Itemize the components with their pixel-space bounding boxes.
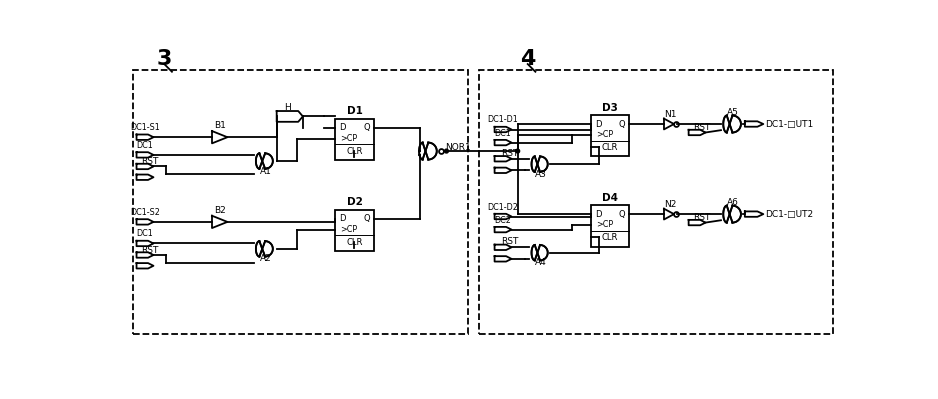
Text: DC1: DC1 bbox=[494, 128, 511, 138]
Text: >CP: >CP bbox=[340, 134, 357, 143]
Polygon shape bbox=[419, 142, 437, 160]
Text: DC2: DC2 bbox=[494, 215, 511, 225]
Polygon shape bbox=[277, 111, 303, 122]
Polygon shape bbox=[688, 220, 705, 225]
Text: N2: N2 bbox=[664, 200, 676, 209]
Polygon shape bbox=[494, 127, 511, 132]
Bar bbox=[335, 119, 373, 160]
Polygon shape bbox=[137, 174, 154, 180]
Circle shape bbox=[445, 149, 448, 153]
Polygon shape bbox=[137, 252, 154, 258]
Text: DC1: DC1 bbox=[137, 229, 154, 239]
Text: D4: D4 bbox=[602, 193, 618, 203]
Text: Q: Q bbox=[619, 120, 626, 128]
Polygon shape bbox=[494, 168, 511, 173]
Polygon shape bbox=[745, 211, 764, 217]
Polygon shape bbox=[494, 227, 511, 232]
Circle shape bbox=[516, 149, 520, 153]
Text: CLR: CLR bbox=[346, 237, 363, 247]
Polygon shape bbox=[137, 152, 154, 158]
Bar bbox=[479, 70, 833, 334]
Polygon shape bbox=[137, 241, 154, 246]
Text: A6: A6 bbox=[727, 198, 739, 207]
Text: A3: A3 bbox=[535, 170, 547, 179]
Text: 4: 4 bbox=[520, 49, 536, 69]
Text: D2: D2 bbox=[346, 197, 362, 207]
Polygon shape bbox=[494, 214, 511, 219]
Text: Q: Q bbox=[363, 214, 370, 223]
Bar bbox=[335, 209, 373, 251]
Text: DC1-D1: DC1-D1 bbox=[488, 115, 519, 124]
Text: A5: A5 bbox=[727, 108, 739, 117]
Text: N1: N1 bbox=[664, 110, 676, 119]
Polygon shape bbox=[723, 116, 741, 132]
Text: CLR: CLR bbox=[602, 143, 618, 152]
Polygon shape bbox=[494, 140, 511, 145]
Polygon shape bbox=[212, 216, 227, 228]
Text: H: H bbox=[284, 103, 291, 112]
Text: DC1-□UT2: DC1-□UT2 bbox=[764, 209, 813, 219]
Text: DC1-D2: DC1-D2 bbox=[488, 203, 519, 211]
Polygon shape bbox=[532, 245, 548, 261]
Polygon shape bbox=[256, 241, 273, 257]
Text: Q: Q bbox=[363, 123, 370, 132]
Text: Q: Q bbox=[619, 209, 626, 219]
Text: D: D bbox=[339, 123, 345, 132]
Polygon shape bbox=[664, 209, 674, 219]
Text: B2: B2 bbox=[214, 206, 225, 215]
Text: D: D bbox=[339, 214, 345, 223]
Text: A1: A1 bbox=[260, 166, 272, 176]
Text: D3: D3 bbox=[602, 103, 618, 113]
Bar bbox=[132, 70, 468, 334]
Text: A4: A4 bbox=[535, 258, 547, 267]
Text: DC1: DC1 bbox=[137, 141, 154, 150]
Polygon shape bbox=[494, 245, 511, 250]
Text: D: D bbox=[595, 120, 601, 128]
Text: DC1-S2: DC1-S2 bbox=[130, 208, 160, 217]
Text: A2: A2 bbox=[260, 254, 272, 263]
Text: B1: B1 bbox=[214, 121, 226, 130]
Polygon shape bbox=[256, 153, 273, 169]
Text: DC1-S1: DC1-S1 bbox=[130, 123, 159, 132]
Polygon shape bbox=[137, 219, 154, 225]
Text: 3: 3 bbox=[157, 49, 172, 69]
Polygon shape bbox=[137, 134, 154, 140]
Bar bbox=[591, 115, 629, 156]
Text: D1: D1 bbox=[346, 107, 362, 117]
Polygon shape bbox=[664, 119, 674, 129]
Text: NOR1: NOR1 bbox=[446, 143, 471, 152]
Text: RST: RST bbox=[693, 122, 711, 132]
Bar bbox=[591, 205, 629, 247]
Polygon shape bbox=[723, 205, 741, 223]
Text: RST: RST bbox=[141, 156, 159, 166]
Polygon shape bbox=[688, 130, 705, 135]
Text: >CP: >CP bbox=[597, 130, 613, 139]
Text: >CP: >CP bbox=[597, 220, 613, 229]
Text: RST: RST bbox=[501, 149, 518, 158]
Text: RST: RST bbox=[501, 237, 518, 247]
Text: RST: RST bbox=[141, 246, 159, 255]
Polygon shape bbox=[494, 256, 511, 262]
Text: DC1-□UT1: DC1-□UT1 bbox=[764, 120, 813, 128]
Polygon shape bbox=[494, 156, 511, 162]
Polygon shape bbox=[532, 156, 548, 172]
Text: CLR: CLR bbox=[602, 233, 618, 242]
Text: CLR: CLR bbox=[346, 147, 363, 156]
Polygon shape bbox=[137, 263, 154, 269]
Polygon shape bbox=[137, 164, 154, 169]
Text: >CP: >CP bbox=[340, 225, 357, 234]
Text: RST: RST bbox=[693, 213, 711, 222]
Text: D: D bbox=[595, 209, 601, 219]
Polygon shape bbox=[212, 131, 227, 143]
Polygon shape bbox=[745, 121, 764, 127]
